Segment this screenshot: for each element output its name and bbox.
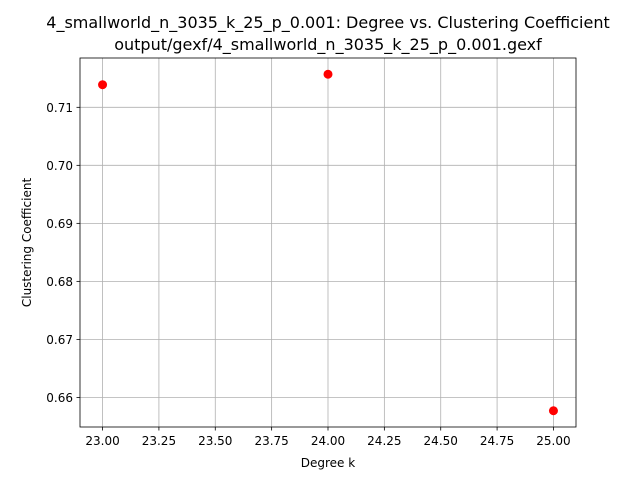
plot-area: 23.00 23.25 23.50 23.75 24.00 24.25 24.50 24.75… xyxy=(46,57,577,448)
grid-lines xyxy=(80,58,576,427)
y-tick-label: 0.70 xyxy=(46,159,73,173)
y-axis-label: Clustering Coefficient xyxy=(20,178,34,308)
y-tick-label: 0.69 xyxy=(46,217,73,231)
y-tick-label: 0.67 xyxy=(46,333,73,347)
axis-ticks: 23.00 23.25 23.50 23.75 24.00 24.25 24.50 24.75… xyxy=(46,101,570,448)
x-tick-label: 25.00 xyxy=(536,434,570,448)
x-axis-label: Degree k xyxy=(301,456,355,470)
x-tick-label: 23.00 xyxy=(85,434,119,448)
data-point xyxy=(548,406,558,416)
x-tick-label: 23.50 xyxy=(198,434,232,448)
x-tick-label: 24.00 xyxy=(311,434,345,448)
x-tick-label: 24.50 xyxy=(424,434,458,448)
data-point xyxy=(98,80,108,90)
x-tick-label: 23.25 xyxy=(142,434,176,448)
data-point xyxy=(323,69,333,79)
x-tick-label: 24.75 xyxy=(480,434,514,448)
chart-title: 4_smallworld_n_3035_k_25_p_0.001: Degree… xyxy=(46,13,609,33)
x-tick-label: 23.75 xyxy=(254,434,288,448)
chart-subtitle: output/gexf/4_smallworld_n_3035_k_25_p_0… xyxy=(114,35,542,55)
y-tick-label: 0.71 xyxy=(46,101,73,115)
x-tick-label: 24.25 xyxy=(367,434,401,448)
data-points xyxy=(98,69,558,416)
y-tick-label: 0.68 xyxy=(46,275,73,289)
y-tick-label: 0.66 xyxy=(46,391,73,405)
